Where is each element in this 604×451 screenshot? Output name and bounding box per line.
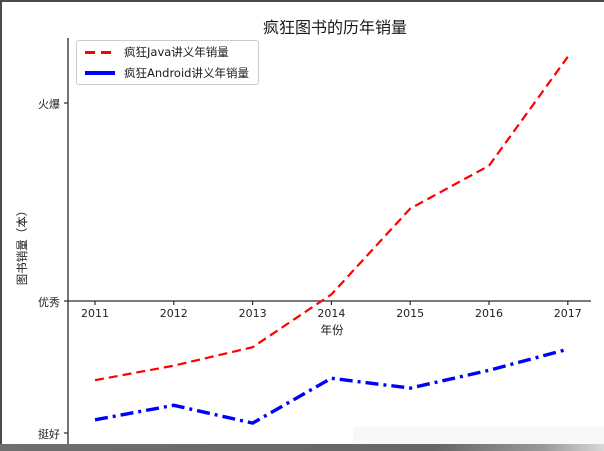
- legend-item-java: 疯狂Java讲义年销量: [85, 44, 249, 61]
- x-tick-label-2012: 2012: [159, 307, 188, 320]
- chart-title: 疯狂图书的历年销量: [262, 18, 407, 37]
- y-tick-label: 优秀: [38, 296, 60, 309]
- legend-label-java: 疯狂Java讲义年销量: [124, 45, 229, 59]
- y-tick-label: 挺好: [38, 428, 60, 441]
- x-tick-label-2014: 2014: [317, 307, 346, 320]
- y-tick-label: 火爆: [38, 98, 60, 111]
- android-sales-line: [94, 347, 569, 425]
- x-tick-label-2011: 2011: [81, 307, 109, 320]
- background-artifact: [353, 427, 604, 444]
- x-tick-label-2017: 2017: [553, 307, 582, 320]
- java-dashed-line-icon: [85, 50, 115, 54]
- window-left-border: [0, 0, 2, 451]
- x-tick-label-2015: 2015: [396, 307, 425, 320]
- legend-item-android: 疯狂Android讲义年销量: [85, 65, 249, 82]
- window-top-border: [0, 0, 604, 2]
- window-bottom-border: [0, 444, 604, 451]
- java-sales-line: [94, 56, 569, 382]
- x-tick-label-2013: 2013: [238, 307, 267, 320]
- legend: 疯狂Java讲义年销量 疯狂Android讲义年销量: [76, 40, 259, 85]
- x-tick-label-2016: 2016: [475, 307, 503, 320]
- android-solid-line-icon: [85, 71, 115, 75]
- x-axis-label: 年份: [320, 323, 344, 337]
- legend-label-android: 疯狂Android讲义年销量: [124, 66, 249, 80]
- y-axis-label: 图书销量（本）: [15, 204, 29, 286]
